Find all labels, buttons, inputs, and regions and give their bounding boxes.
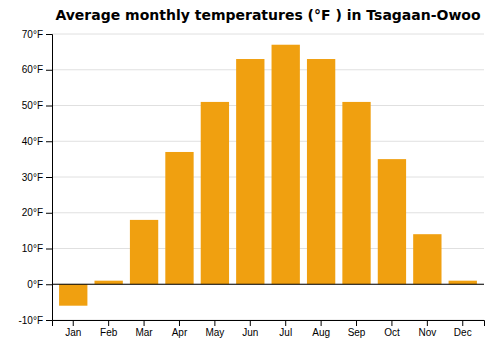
tick-label: 60°F — [22, 64, 43, 75]
tick-mark — [214, 320, 215, 326]
tick: Mar — [135, 320, 153, 338]
plot: -10°F 0°F 10°F 20°F 30°F 40°F 50°F 60°F 70°F Jan F… — [18, 29, 484, 338]
tick: 30°F — [22, 172, 52, 183]
tick-label: 50°F — [22, 100, 43, 111]
tick-mark — [285, 320, 286, 326]
zero-line — [52, 284, 484, 285]
tick-label: 40°F — [22, 136, 43, 147]
tick-mark — [179, 320, 180, 326]
tick: 20°F — [22, 207, 52, 218]
tick: Feb — [100, 320, 118, 338]
tick: 50°F — [22, 100, 52, 111]
axis-line — [46, 35, 53, 321]
tick: Sep — [348, 320, 366, 338]
tick-label: Jun — [242, 327, 258, 338]
tick: Apr — [172, 320, 188, 338]
axis-line — [53, 321, 485, 327]
bars — [59, 45, 477, 306]
tick-mark — [46, 320, 52, 321]
tick-mark — [46, 177, 52, 178]
bar — [94, 281, 122, 285]
tick: Aug — [312, 320, 330, 338]
grid-line — [52, 284, 484, 285]
tick: Nov — [418, 320, 436, 338]
bar — [165, 152, 193, 284]
grid-line — [52, 105, 484, 106]
tick-mark — [321, 320, 322, 326]
tick-mark — [46, 249, 52, 250]
bar — [272, 45, 300, 285]
tick-mark — [391, 320, 392, 326]
tick-mark — [46, 284, 52, 285]
tick-label: Sep — [348, 327, 366, 338]
tick-label: May — [205, 327, 224, 338]
bar — [201, 102, 229, 284]
bar — [413, 234, 441, 284]
tick-mark — [46, 213, 52, 214]
bar — [236, 59, 264, 284]
tick-label: Jan — [65, 327, 81, 338]
tick-label: Aug — [312, 327, 330, 338]
tick: Jul — [279, 320, 292, 338]
bar — [342, 102, 370, 284]
tick-label: Dec — [454, 327, 472, 338]
tick-label: Mar — [135, 327, 153, 338]
grid-line — [52, 34, 484, 35]
tick-label: 20°F — [22, 207, 43, 218]
tick: May — [205, 320, 224, 338]
tick-label: 10°F — [22, 243, 43, 254]
tick-mark — [73, 320, 74, 326]
tick: Oct — [384, 320, 400, 338]
grid-line — [52, 212, 484, 213]
chart: -10°F 0°F 10°F 20°F 30°F 40°F 50°F 60°F 70°F Jan F… — [0, 0, 500, 350]
bar — [307, 59, 335, 284]
tick: Jun — [242, 320, 258, 338]
x-axis: Jan Feb Mar Apr May Jun Jul Aug Sep Oct Nov Dec — [53, 320, 485, 338]
y-axis: -10°F 0°F 10°F 20°F 30°F 40°F 50°F 60°F 70°F — [18, 29, 52, 326]
tick-mark — [356, 320, 357, 326]
tick-mark — [144, 320, 145, 326]
bar — [59, 284, 87, 305]
tick-label: 0°F — [27, 279, 43, 290]
tick: 70°F — [22, 29, 52, 40]
tick: 0°F — [27, 279, 52, 290]
tick-mark — [46, 34, 52, 35]
tick-mark — [108, 320, 109, 326]
bar — [130, 220, 158, 284]
tick-mark — [250, 320, 251, 326]
tick-label: Feb — [100, 327, 118, 338]
grid — [52, 34, 484, 320]
tick-label: 70°F — [22, 29, 43, 40]
tick: Jan — [65, 320, 81, 338]
tick-mark — [462, 320, 463, 326]
tick: -10°F — [18, 315, 52, 326]
grid-line — [52, 69, 484, 70]
tick: 10°F — [22, 243, 52, 254]
title: Average monthly temperatures (°F ) in Ts… — [55, 7, 481, 23]
bar — [378, 159, 406, 284]
tick-label: -10°F — [18, 315, 43, 326]
tick-mark — [46, 106, 52, 107]
grid-line — [52, 141, 484, 142]
tick-mark — [46, 70, 52, 71]
tick-label: Apr — [172, 327, 188, 338]
tick-mark — [46, 141, 52, 142]
tick-label: Oct — [384, 327, 400, 338]
tick-mark — [427, 320, 428, 326]
tick-label: Nov — [418, 327, 436, 338]
bar — [449, 281, 477, 285]
tick: Dec — [454, 320, 472, 338]
tick: 40°F — [22, 136, 52, 147]
grid-line — [52, 177, 484, 178]
tick-label: Jul — [279, 327, 292, 338]
tick-label: 30°F — [22, 172, 43, 183]
tick: 60°F — [22, 64, 52, 75]
